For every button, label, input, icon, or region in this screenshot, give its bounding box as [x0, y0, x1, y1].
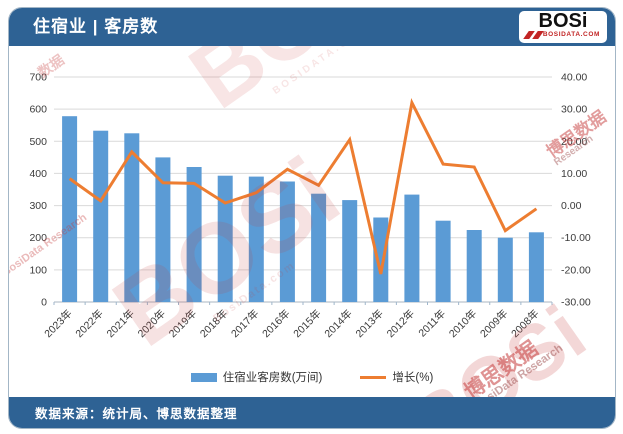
x-axis-label: 2011年: [416, 307, 449, 340]
bar: [279, 181, 295, 302]
left-axis-tick: 100: [29, 264, 47, 276]
right-axis-tick: -20.00: [561, 264, 591, 276]
bar: [435, 220, 451, 302]
legend-bar-swatch: [190, 372, 217, 382]
chart-legend: 住宿业客房数(万间) 增长(%): [9, 369, 615, 385]
bar: [124, 133, 140, 303]
left-axis-tick: 500: [29, 136, 47, 148]
left-axis-tick: 700: [29, 72, 47, 84]
legend-line-swatch: [360, 375, 387, 379]
header-band: 住宿业 | 客房数 BOSi BOSIDATA.COM: [9, 8, 615, 46]
bar: [528, 232, 544, 303]
left-axis-tick: 200: [29, 232, 47, 244]
right-axis-tick: 40.00: [561, 72, 587, 84]
x-axis-label: 2020年: [135, 307, 168, 340]
right-axis-tick: 30.00: [561, 104, 587, 116]
left-axis-tick: 0: [41, 297, 47, 309]
x-axis-label: 2018年: [197, 307, 230, 340]
line-series: [68, 98, 538, 275]
x-axis-label: 2012年: [384, 307, 417, 340]
right-axis-tick: 20.00: [561, 136, 587, 148]
chart-area: 700 40.00 600 30.00 500 20.00 400 10.00 300 0.00 2…: [9, 49, 615, 385]
right-axis-tick: -30.00: [561, 297, 591, 309]
x-axis-label: 2022年: [73, 307, 106, 340]
bosi-logo: BOSi BOSIDATA.COM: [519, 11, 607, 43]
right-axis-tick: -10.00: [561, 232, 591, 244]
bar: [62, 116, 78, 302]
bosi-logo-text: BOSi: [538, 11, 588, 32]
legend-item-growth: 增长(%): [360, 369, 433, 385]
left-axis-tick: 600: [29, 104, 47, 116]
bar: [217, 175, 233, 302]
x-axis-label: 2015年: [291, 307, 324, 340]
right-axis-tick: 10.00: [561, 168, 587, 180]
bar: [342, 200, 358, 302]
legend-bar-label: 住宿业客房数(万间): [222, 372, 323, 384]
left-axis-tick: 300: [29, 200, 47, 212]
bar: [248, 176, 264, 302]
x-axis-label: 2021年: [104, 307, 137, 340]
legend-item-rooms: 住宿业客房数(万间): [190, 369, 323, 385]
combo-chart: 700 40.00 600 30.00 500 20.00 400 10.00 300 0.00 2…: [29, 72, 591, 341]
x-axis-label: 2014年: [322, 307, 355, 340]
x-axis-label: 2008年: [508, 307, 541, 340]
x-axis-label: 2016年: [259, 307, 292, 340]
data-source-note: 数据来源：统计局、博思数据整理: [35, 407, 238, 421]
bar: [155, 157, 171, 302]
left-axis-tick: 400: [29, 168, 47, 180]
x-axis-label: 2017年: [228, 307, 261, 340]
bar: [93, 130, 109, 302]
bar: [404, 194, 420, 302]
right-axis-tick: 0.00: [561, 200, 582, 212]
footer-band: 数据来源：统计局、博思数据整理: [9, 397, 615, 428]
page-title: 住宿业 | 客房数: [33, 17, 159, 36]
x-axis-label: 2023年: [42, 307, 75, 340]
bar: [311, 193, 327, 302]
bar: [186, 167, 202, 302]
x-axis-label: 2019年: [166, 307, 199, 340]
x-axis-label: 2013年: [353, 307, 386, 340]
bar: [373, 217, 389, 302]
bar: [466, 230, 482, 302]
report-card: 住宿业 | 客房数 BOSi BOSIDATA.COM 700 40.00 600 3…: [8, 7, 616, 429]
x-axis-label: 2009年: [477, 307, 510, 340]
legend-line-label: 增长(%): [392, 372, 434, 384]
bosi-logo-site: BOSIDATA.COM: [542, 31, 600, 38]
bar: [497, 237, 513, 302]
x-axis-label: 2010年: [446, 307, 479, 340]
